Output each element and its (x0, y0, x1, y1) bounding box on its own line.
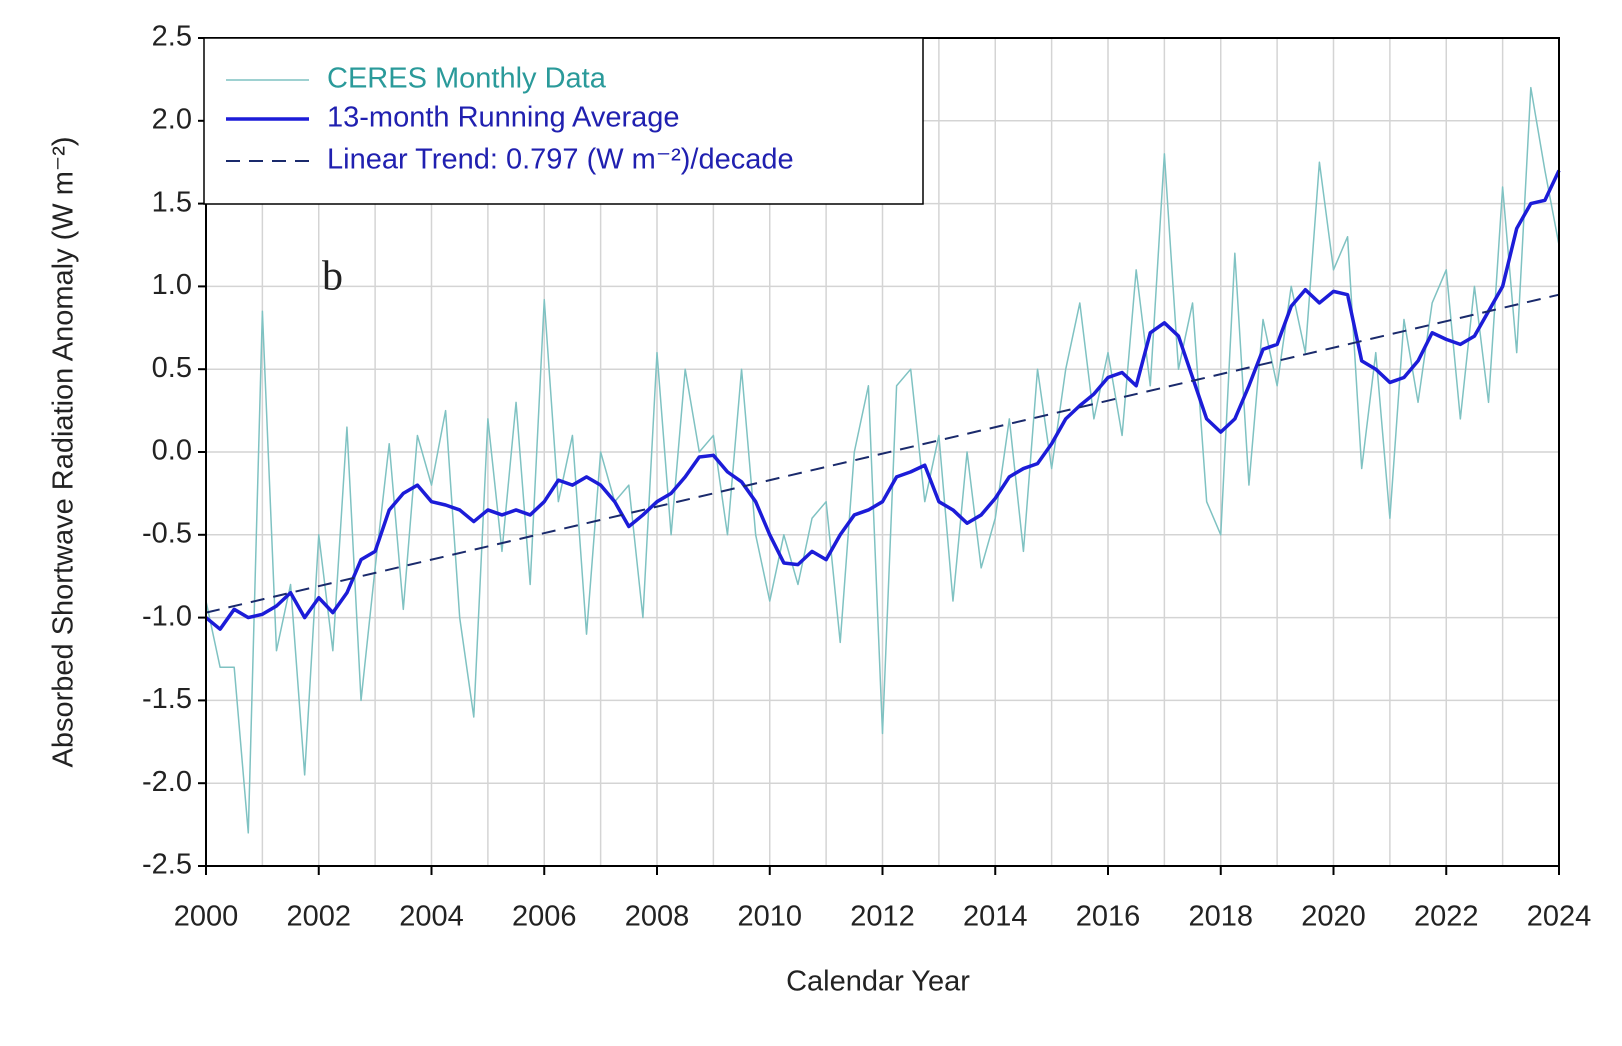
x-tick-label: 2020 (1301, 901, 1366, 933)
series-line (205, 86, 1560, 834)
y-tick-label: -1.0 (142, 600, 192, 632)
y-tick-label: -0.5 (142, 517, 192, 549)
y-tick-label: 2.0 (152, 103, 192, 135)
series-line (204, 169, 1561, 631)
annotation: b (322, 254, 343, 300)
x-tick-label: 2008 (625, 901, 690, 933)
x-tick-label: 2006 (512, 901, 577, 933)
series-line (205, 293, 1560, 614)
legend-label: CERES Monthly Data (327, 63, 607, 95)
x-tick-label: 2012 (850, 901, 915, 933)
y-tick-label: -1.5 (142, 683, 192, 715)
y-axis-label: Absorbed Shortwave Radiation Anomaly (W … (48, 136, 80, 767)
x-tick-label: 2002 (286, 901, 351, 933)
y-tick-label: 1.5 (152, 186, 192, 218)
y-tick-label: 1.0 (152, 269, 192, 301)
y-tick-label: -2.0 (142, 766, 192, 798)
legend-label: Linear Trend: 0.797 (W m⁻²)/decade (327, 144, 794, 176)
x-tick-label: 2004 (399, 901, 464, 933)
x-tick-label: 2018 (1188, 901, 1253, 933)
x-tick-label: 2016 (1076, 901, 1141, 933)
x-tick-label: 2024 (1527, 901, 1592, 933)
y-tick-label: 0.0 (152, 435, 192, 467)
y-tick-label: -2.5 (142, 849, 192, 881)
y-tick-label: 0.5 (152, 352, 192, 384)
x-axis-label: Calendar Year (786, 966, 970, 998)
y-tick-label: 2.5 (152, 21, 192, 53)
legend-label: 13-month Running Average (327, 102, 680, 134)
x-tick-label: 2022 (1414, 901, 1479, 933)
x-tick-label: 2010 (737, 901, 802, 933)
x-tick-label: 2014 (963, 901, 1028, 933)
x-tick-label: 2000 (174, 901, 239, 933)
legend-box (203, 37, 924, 205)
